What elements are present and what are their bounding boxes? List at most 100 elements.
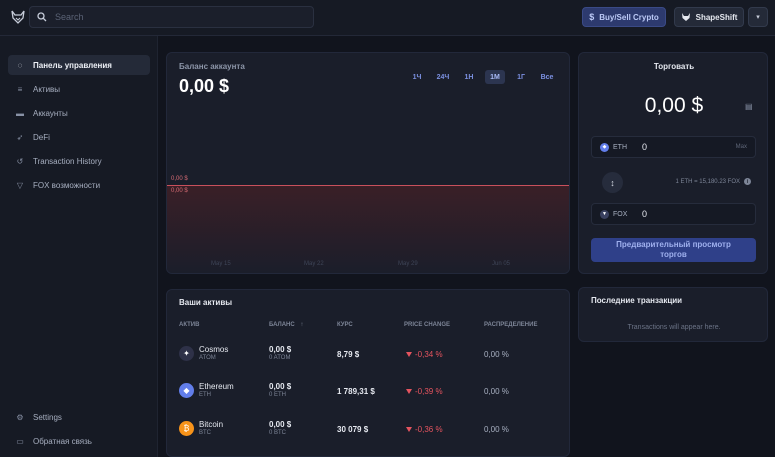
trade-title: Торговать [653, 62, 695, 71]
buy-sell-crypto-button[interactable]: $ Buy/Sell Crypto [582, 7, 666, 27]
asset-balance-crypto: 0 BTC [269, 430, 287, 436]
balance-chart-area [167, 186, 569, 273]
asset-price: 1 789,31 $ [337, 387, 375, 396]
balance-label: Баланс аккаунта [179, 62, 245, 71]
table-row[interactable]: ₿ Bitcoin BTC 0,00 $ 0 BTC 30 079 $ -0,3… [167, 413, 571, 447]
sidebar-item-label: Панель управления [33, 60, 112, 70]
preview-label-line2: торгов [660, 250, 687, 259]
column-header-change[interactable]: PRICE CHANGE [404, 322, 451, 328]
asset-name: Ethereum [199, 382, 234, 391]
range-all[interactable]: Все [540, 73, 554, 81]
sidebar-item-label: Активы [33, 84, 61, 94]
sidebar-item-dashboard[interactable]: ◌ Панель управления [8, 55, 150, 75]
search-icon [37, 12, 47, 22]
range-1m[interactable]: 1М [485, 70, 505, 84]
info-icon[interactable]: i [744, 178, 751, 185]
asset-price-change: -0,34 % [406, 350, 443, 359]
search-box[interactable] [29, 6, 314, 28]
down-triangle-icon [406, 427, 412, 432]
from-asset-amount[interactable]: 0 [642, 142, 648, 152]
from-asset-selector[interactable]: ◆ ETH [600, 142, 640, 152]
sidebar-item-settings[interactable]: ⚙ Settings [8, 407, 150, 427]
range-1h[interactable]: 1Ч [412, 73, 422, 81]
down-triangle-icon [406, 389, 412, 394]
transactions-empty-state: Transactions will appear here. [627, 324, 721, 331]
chart-x-label: May 15 [211, 261, 231, 267]
to-asset-selector[interactable]: ▼ FOX [600, 209, 640, 219]
asset-price-change-value: -0,34 % [415, 350, 443, 359]
wallet-icon: ▬ [16, 108, 24, 118]
sidebar-item-label: Transaction History [33, 156, 102, 166]
range-1y[interactable]: 1Г [517, 73, 525, 81]
asset-price-change-value: -0,39 % [415, 387, 443, 396]
column-header-asset[interactable]: АКТИВ [179, 322, 200, 328]
sidebar-item-assets[interactable]: ≡ Активы [8, 79, 150, 99]
fox-coin-icon: ▼ [600, 209, 609, 219]
fox-icon: ▽ [16, 180, 24, 190]
asset-allocation: 0,00 % [484, 387, 509, 396]
eth-coin-icon: ◆ [600, 142, 609, 152]
balance-chart-line [167, 185, 569, 186]
max-button[interactable]: Max [735, 144, 747, 150]
sidebar-item-label: DeFi [33, 132, 50, 142]
asset-price-change-value: -0,36 % [415, 425, 443, 434]
table-row[interactable]: ✦ Cosmos ATOM 0,00 $ 0 ATOM 8,79 $ -0,34… [167, 338, 571, 372]
range-1w[interactable]: 1Н [464, 73, 474, 81]
chevron-down-icon: ▾ [756, 14, 760, 21]
exchange-rate: 1 ETH = 15,180.23 FOX i [675, 178, 751, 185]
table-row[interactable]: ◆ Ethereum ETH 0,00 $ 0 ETH 1 789,31 $ -… [167, 375, 571, 409]
to-asset-input[interactable]: ▼ FOX 0 [591, 203, 756, 225]
to-asset-amount[interactable]: 0 [642, 209, 648, 219]
down-triangle-icon [406, 352, 412, 357]
sidebar-item-label: Settings [33, 412, 62, 422]
asset-price-change: -0,39 % [406, 387, 443, 396]
shapeshift-fox-icon [681, 13, 690, 21]
asset-allocation: 0,00 % [484, 350, 509, 359]
preview-label-line1: Предварительный просмотр [616, 240, 731, 249]
sidebar-item-transaction-history[interactable]: ↺ Transaction History [8, 151, 150, 171]
asset-symbol: ETH [199, 392, 211, 398]
column-header-balance-label: БАЛАНС [269, 322, 295, 328]
sidebar-item-fox[interactable]: ▽ FOX возможности [8, 175, 150, 195]
asset-balance-fiat: 0,00 $ [269, 345, 292, 354]
dashboard-icon: ◌ [17, 60, 23, 70]
asset-allocation: 0,00 % [484, 425, 509, 434]
wallet-menu-button[interactable]: ▾ [748, 7, 768, 27]
asset-price: 30 079 $ [337, 425, 369, 434]
sidebar-item-defi[interactable]: ➶ DeFi [8, 127, 150, 147]
asset-symbol: ATOM [199, 355, 216, 361]
trade-card: Торговать 0,00 $ ▤ ◆ ETH 0 Max ↕ 1 ETH =… [578, 52, 768, 274]
chart-axis-label: 0,00 $ [171, 188, 188, 194]
column-header-allocation[interactable]: РАСПРЕДЕЛЕНИЕ [484, 322, 538, 328]
sidebar-item-feedback[interactable]: ▭ Обратная связь [8, 431, 150, 451]
balance-value: 0,00 $ [179, 76, 230, 96]
preview-trade-button[interactable]: Предварительный просмотр торгов [591, 238, 756, 262]
clipboard-icon[interactable]: ▤ [745, 102, 753, 111]
trade-fiat-amount[interactable]: 0,00 $ [644, 94, 704, 117]
asset-name: Bitcoin [199, 420, 224, 429]
rocket-icon: ➶ [16, 132, 24, 142]
range-24h[interactable]: 24Ч [436, 73, 450, 81]
asset-balance-crypto: 0 ETH [269, 392, 287, 398]
transactions-title: Последние транзакции [591, 296, 683, 305]
column-header-balance[interactable]: БАЛАНС ↑ [269, 322, 303, 328]
gear-icon: ⚙ [16, 412, 24, 422]
sidebar-item-accounts[interactable]: ▬ Аккаунты [8, 103, 150, 123]
to-asset-symbol: FOX [613, 210, 628, 218]
search-input[interactable] [55, 12, 295, 22]
wallet-button[interactable]: ShapeShift [674, 7, 744, 27]
time-range-selector: 1Ч 24Ч 1Н 1М 1Г Все [407, 70, 557, 84]
fox-logo-icon[interactable] [10, 9, 26, 25]
asset-balance-crypto: 0 ATOM [269, 355, 291, 361]
swap-direction-button[interactable]: ↕ [602, 172, 623, 193]
wallet-label: ShapeShift [695, 12, 738, 22]
chart-x-label: Jun 05 [492, 261, 511, 267]
sidebar-item-label: FOX возможности [33, 180, 101, 190]
column-header-price[interactable]: КУРС [337, 322, 353, 328]
dollar-icon: $ [589, 12, 595, 22]
asset-price-change: -0,36 % [406, 425, 443, 434]
chart-x-label: May 29 [398, 261, 418, 267]
exchange-rate-text: 1 ETH = 15,180.23 FOX [675, 178, 740, 185]
ethereum-coin-icon: ◆ [179, 383, 194, 398]
from-asset-input[interactable]: ◆ ETH 0 Max [591, 136, 756, 158]
